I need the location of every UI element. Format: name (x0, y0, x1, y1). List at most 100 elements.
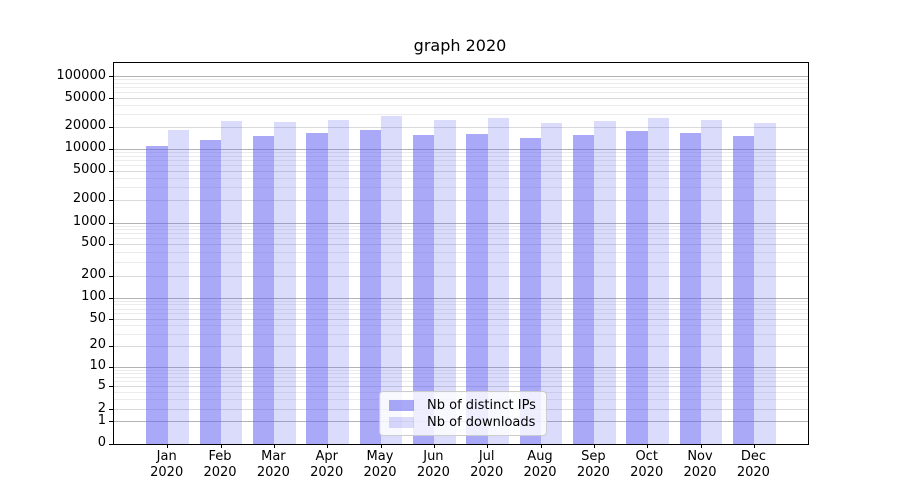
gridline-50000 (114, 98, 808, 100)
gridline-90000 (114, 79, 808, 81)
x-tick-mark-jul (487, 444, 489, 448)
y-tick-mark-50000 (109, 98, 113, 100)
gridline-4000 (114, 177, 808, 179)
bar-may-downloads (381, 116, 403, 444)
gridline-6 (114, 380, 808, 382)
x-tick-year: 2020 (363, 465, 397, 480)
plot-area (109, 62, 809, 448)
bar-nov-downloads (701, 119, 723, 444)
gridline-40000 (114, 105, 808, 107)
bar-sep-distinct-ips (573, 135, 595, 444)
gridline-1000 (114, 222, 808, 224)
x-tick-label-mar: Mar 2020 (238, 449, 308, 481)
x-tick-mark-feb (220, 444, 222, 448)
gridline-5 (114, 386, 808, 387)
gridline-90 (114, 300, 808, 302)
x-tick-year: 2020 (150, 465, 184, 480)
y-tick-mark-20 (109, 345, 113, 347)
x-tick-mark-may (380, 444, 382, 448)
x-tick-label-sep: Sep 2020 (558, 449, 628, 481)
bar-jun-distinct-ips (413, 134, 435, 444)
x-tick-year: 2020 (310, 465, 344, 480)
x-tick-year: 2020 (416, 465, 450, 480)
gridline-8000 (114, 155, 808, 157)
y-tick-label-10: 10 (89, 358, 106, 373)
gridline-20000 (114, 126, 808, 128)
gridline-5000 (114, 170, 808, 172)
y-tick-label-500: 500 (81, 235, 106, 251)
y-tick-mark-1 (109, 421, 113, 422)
bar-jul-downloads (487, 118, 510, 444)
gridline-30 (114, 333, 808, 335)
y-tick-label-100: 100 (81, 289, 106, 304)
y-tick-label-200: 200 (81, 267, 106, 282)
x-tick-mark-mar (273, 444, 275, 448)
gridline-70 (114, 308, 808, 310)
gridline-9 (114, 369, 808, 371)
bar-may-distinct-ips (359, 130, 381, 444)
y-tick-label-100000: 100000 (56, 67, 106, 83)
y-tick-label-2000: 2000 (72, 191, 106, 206)
gridline-400 (114, 251, 808, 253)
x-tick-mark-jan (167, 444, 169, 448)
x-tick-year: 2020 (470, 465, 504, 480)
gridline-300 (114, 261, 808, 263)
gridline-700 (114, 233, 808, 235)
y-tick-mark-2000 (109, 199, 113, 201)
y-tick-mark-5 (109, 386, 113, 387)
y-tick-label-50000: 50000 (64, 89, 106, 105)
y-tick-mark-1000 (109, 222, 113, 224)
x-tick-year: 2020 (576, 465, 610, 480)
x-tick-mark-dec (753, 444, 755, 448)
y-tick-label-0: 0 (97, 435, 106, 450)
x-tick-label-jun: Jun 2020 (398, 449, 468, 481)
y-tick-label-10000: 10000 (64, 140, 106, 155)
x-tick-month: Mar (261, 449, 286, 464)
bar-mar-distinct-ips (253, 135, 275, 444)
legend: Nb of distinct IPs Nb of downloads (379, 391, 547, 436)
y-tick-label-1000: 1000 (72, 214, 106, 229)
gridline-80 (114, 304, 808, 306)
x-tick-mark-oct (647, 444, 649, 448)
gridline-9000 (114, 151, 808, 153)
chart-title: graph 2020 (413, 36, 507, 55)
x-tick-month: Oct (635, 449, 658, 464)
bar-nov-distinct-ips (679, 132, 701, 444)
y-tick-label-5000: 5000 (72, 162, 106, 177)
x-tick-mark-aug (540, 444, 542, 448)
x-tick-month: Dec (740, 449, 766, 464)
y-tick-mark-10000 (109, 148, 113, 150)
bar-oct-distinct-ips (626, 130, 648, 444)
gridline-50 (114, 319, 808, 320)
y-tick-mark-200 (109, 275, 113, 277)
y-tick-label-5: 5 (97, 377, 106, 393)
bar-dec-distinct-ips (733, 135, 755, 444)
bar-feb-downloads (221, 121, 243, 444)
gridline-30000 (114, 114, 808, 115)
gridline-100000 (114, 76, 808, 77)
y-tick-label-1: 1 (97, 412, 106, 428)
x-tick-year: 2020 (683, 465, 717, 480)
gridline-7 (114, 376, 808, 378)
gridline-3000 (114, 186, 808, 188)
x-tick-month: Feb (208, 449, 232, 464)
x-tick-mark-apr (327, 444, 329, 448)
legend-item-distinct-ips: Nb of distinct IPs (389, 397, 538, 413)
gridline-100 (114, 297, 808, 299)
legend-swatch-distinct-ips (389, 399, 414, 411)
x-tick-month: Jul (478, 449, 495, 464)
x-tick-year: 2020 (523, 465, 557, 480)
bar-jan-downloads (167, 129, 190, 444)
x-tick-mark-sep (593, 444, 595, 448)
bar-dec-downloads (754, 122, 776, 444)
gridline-6000 (114, 164, 808, 166)
bar-jul-distinct-ips (466, 133, 488, 444)
bar-mar-downloads (274, 122, 296, 444)
gridline-800 (114, 229, 808, 231)
x-tick-year: 2020 (203, 465, 237, 480)
legend-label-downloads: Nb of downloads (427, 414, 536, 430)
bar-aug-distinct-ips (519, 137, 541, 444)
x-tick-month: Apr (315, 449, 338, 464)
gridline-40 (114, 325, 808, 327)
x-tick-month: Jan (156, 449, 177, 464)
